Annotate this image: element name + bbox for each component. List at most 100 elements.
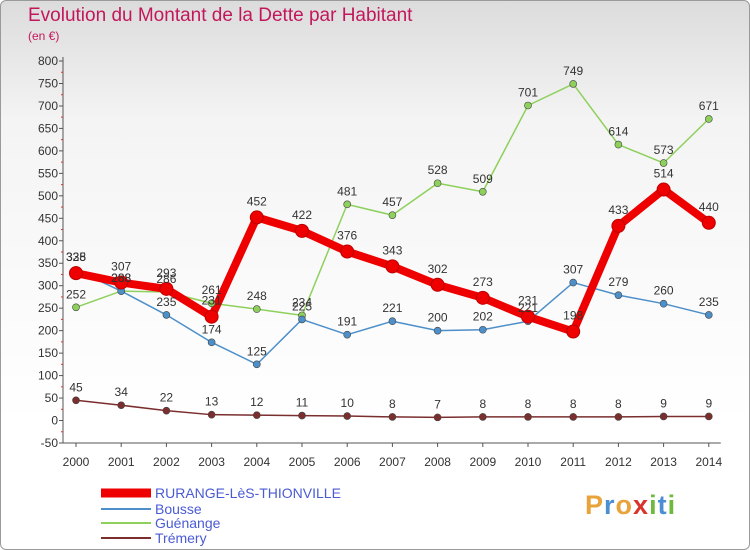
- y-tick-label: 550: [38, 166, 58, 180]
- data-label: 198: [563, 309, 583, 323]
- data-point: [253, 305, 261, 313]
- data-point: [204, 309, 219, 324]
- data-point: [611, 218, 626, 233]
- x-tick-label: 2009: [469, 455, 496, 469]
- x-tick-label: 2008: [424, 455, 451, 469]
- data-label: 234: [292, 295, 312, 309]
- data-label: 288: [111, 271, 131, 285]
- y-tick-label: 700: [38, 99, 58, 113]
- y-tick-label: 300: [38, 279, 58, 293]
- y-tick-label: 800: [38, 54, 58, 68]
- chart-title: Evolution du Montant de la Dette par Hab…: [28, 5, 413, 26]
- data-label: 440: [699, 200, 719, 214]
- y-tick-label: 500: [38, 189, 58, 203]
- data-label: 12: [250, 395, 264, 409]
- data-point: [433, 179, 442, 188]
- y-tick-label: 400: [38, 234, 58, 248]
- data-label: 261: [202, 283, 222, 297]
- data-point: [569, 413, 578, 421]
- data-point: [569, 278, 578, 287]
- y-tick-label: 50: [45, 391, 59, 405]
- data-point: [701, 215, 716, 230]
- data-point: [72, 303, 80, 312]
- data-point: [343, 200, 352, 209]
- x-tick-label: 2001: [108, 455, 135, 469]
- x-tick-label: 2013: [650, 455, 677, 469]
- data-point: [433, 413, 442, 422]
- data-label: 433: [608, 203, 628, 217]
- data-label: 45: [69, 380, 83, 394]
- data-label: 8: [389, 397, 396, 411]
- data-label: 235: [156, 295, 176, 309]
- data-point: [478, 187, 487, 196]
- data-label: 614: [608, 125, 628, 139]
- x-tick-label: 2014: [695, 455, 722, 469]
- data-point: [524, 101, 532, 110]
- data-label: 231: [518, 294, 538, 308]
- chart-unit: (en €): [28, 29, 60, 43]
- data-point: [343, 412, 352, 420]
- data-point: [478, 413, 487, 421]
- data-label: 260: [654, 284, 674, 298]
- data-label: 11: [296, 396, 309, 410]
- x-tick-label: 2005: [289, 455, 316, 469]
- data-point: [656, 182, 671, 197]
- data-point: [162, 406, 171, 415]
- data-label: 34: [115, 385, 129, 399]
- data-point: [704, 412, 713, 421]
- x-tick-label: 2007: [379, 455, 406, 469]
- data-label: 225: [292, 299, 312, 313]
- data-label: 293: [156, 266, 176, 280]
- data-label: 302: [428, 262, 448, 276]
- y-tick-label: -50: [41, 436, 59, 450]
- data-point: [207, 299, 216, 308]
- data-point: [569, 80, 578, 88]
- data-point: [295, 223, 309, 238]
- data-point: [207, 410, 216, 419]
- data-label: 7: [434, 397, 441, 411]
- x-tick-label: 2012: [605, 455, 632, 469]
- data-point: [388, 413, 397, 421]
- x-tick-label: 2010: [515, 455, 542, 469]
- data-point: [614, 291, 623, 299]
- data-label: 9: [705, 396, 712, 410]
- data-label: 307: [111, 260, 131, 274]
- y-tick-label: 200: [38, 324, 58, 338]
- data-point: [117, 401, 125, 410]
- data-label: 252: [66, 287, 86, 301]
- data-point: [704, 115, 713, 123]
- x-tick-label: 2002: [153, 455, 180, 469]
- data-label: 191: [337, 315, 357, 329]
- data-point: [159, 281, 174, 296]
- data-label: 9: [660, 396, 667, 410]
- x-tick-label: 2011: [560, 455, 586, 469]
- data-point: [207, 338, 216, 347]
- x-tick-label: 2000: [63, 455, 90, 469]
- data-point: [614, 413, 623, 421]
- data-label: 376: [337, 229, 357, 243]
- x-tick-label: 2003: [198, 455, 225, 469]
- data-label: 514: [654, 167, 674, 181]
- data-point: [524, 413, 532, 421]
- data-label: 10: [341, 396, 355, 410]
- data-label: 22: [160, 391, 174, 405]
- y-tick-label: 650: [38, 121, 58, 135]
- data-label: 509: [473, 172, 493, 186]
- data-label: 573: [654, 143, 674, 157]
- data-label: 125: [247, 344, 267, 358]
- data-label: 174: [202, 322, 222, 336]
- data-label: 749: [563, 64, 583, 78]
- data-point: [478, 325, 487, 334]
- proxiti-logo: Proxiti: [585, 490, 677, 520]
- data-label: 200: [428, 311, 448, 325]
- data-point: [298, 315, 306, 324]
- data-point: [253, 411, 261, 419]
- data-point: [388, 211, 397, 219]
- data-label: 235: [699, 295, 719, 309]
- data-label: 202: [473, 310, 493, 324]
- data-point: [566, 324, 581, 339]
- data-label: 671: [699, 99, 719, 113]
- y-tick-label: 0: [51, 414, 58, 428]
- data-label: 343: [382, 243, 402, 257]
- data-label: 8: [615, 397, 622, 411]
